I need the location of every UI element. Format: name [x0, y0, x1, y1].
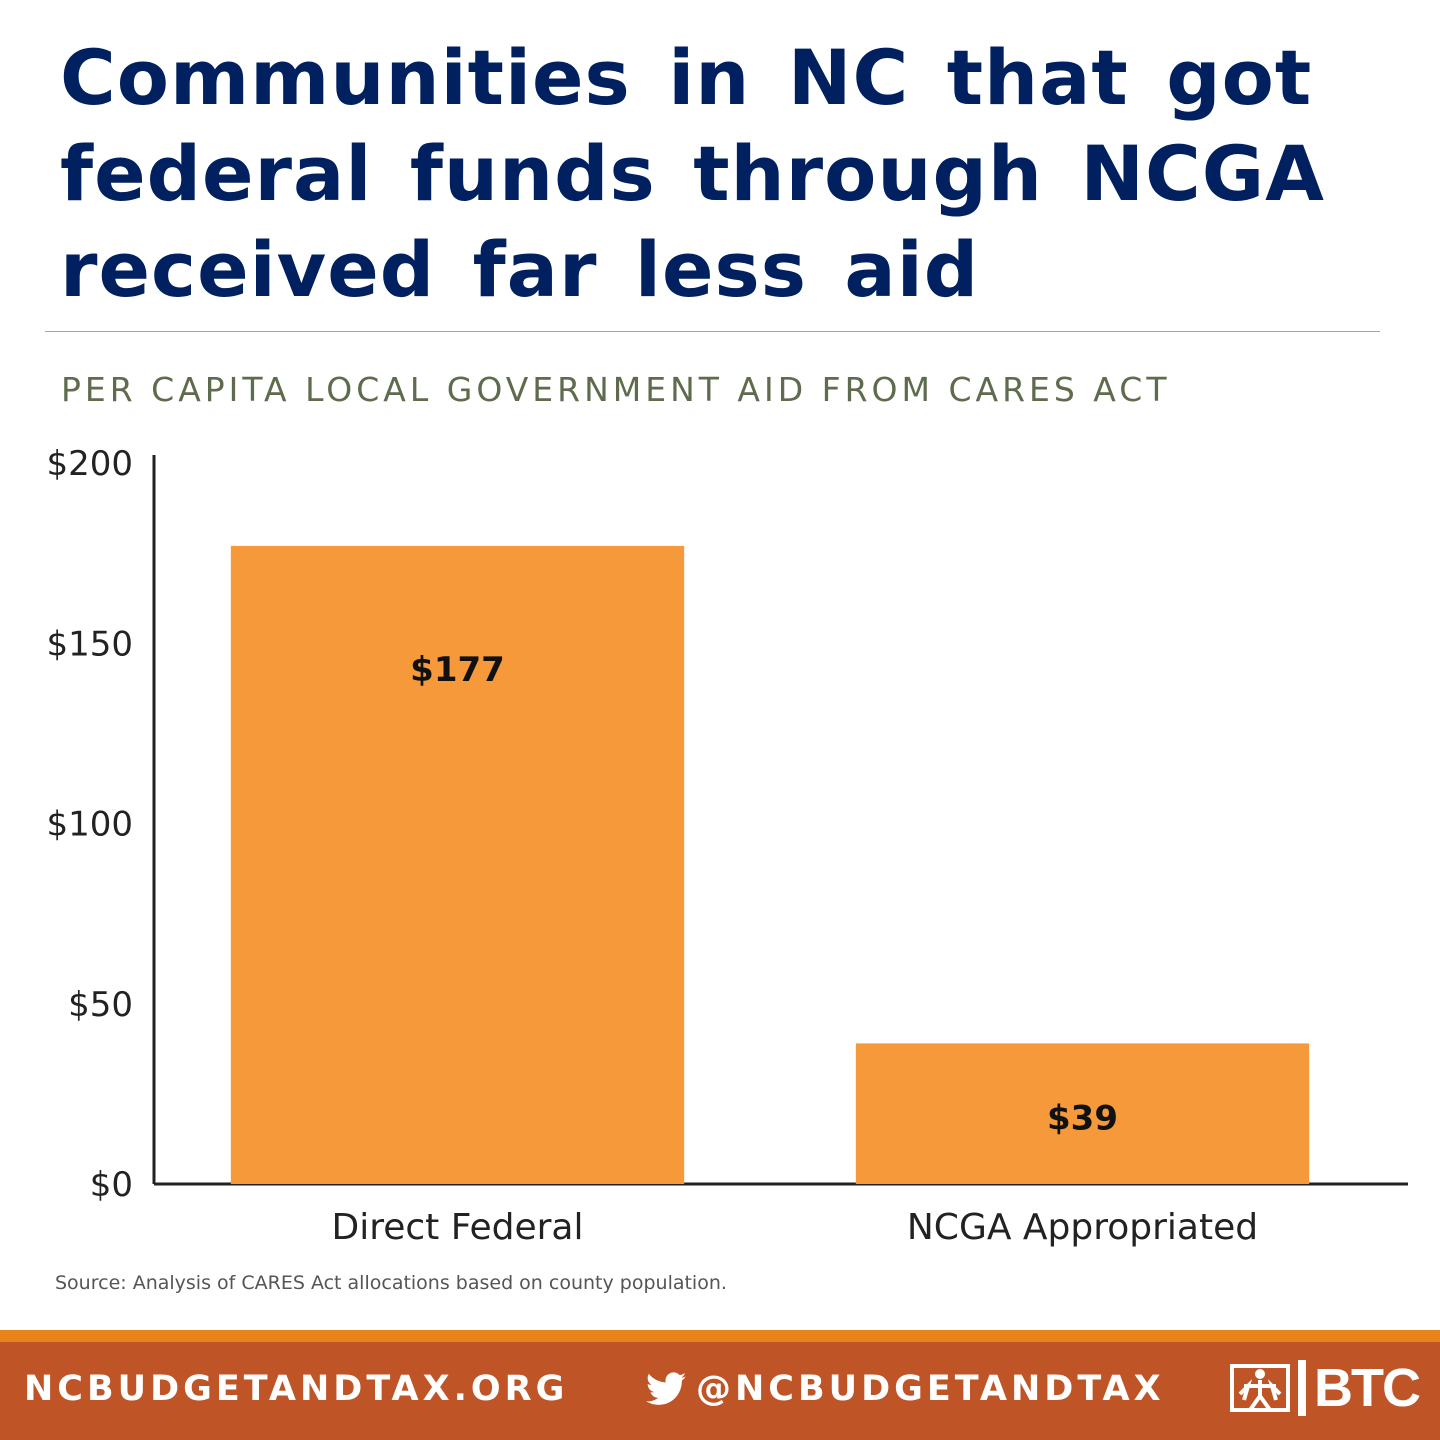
twitter-handle: @NCBUDGETANDTAX [696, 1369, 1165, 1409]
footer-bar [0, 1342, 1440, 1440]
logo-text: BTC [1314, 1358, 1421, 1418]
footer-twitter-link[interactable]: @NCBUDGETANDTAX [646, 1364, 1165, 1414]
y-tick-label: $200 [46, 444, 133, 484]
footer-accent-stripe [0, 1330, 1440, 1342]
y-tick-label: $100 [46, 805, 133, 845]
x-tick-label: Direct Federal [332, 1207, 584, 1248]
bar [230, 545, 685, 1184]
bar-chart: $0 $50 $100 $150 $200 $177 Direct Federal $39 NC… [46, 444, 1408, 1248]
bar [855, 1043, 1310, 1184]
y-tick-label: $50 [68, 985, 133, 1025]
logo-divider [1298, 1360, 1306, 1416]
footer-website-link[interactable]: NCBUDGETANDTAX.ORG [24, 1369, 569, 1409]
bar-value-label: $39 [1047, 1098, 1118, 1138]
y-tick-label: $150 [46, 624, 133, 664]
twitter-bird-icon [646, 1372, 686, 1405]
btc-logo: BTC [1230, 1358, 1421, 1418]
source-note: Source: Analysis of CARES Act allocation… [55, 1272, 727, 1294]
bar-value-label: $177 [410, 650, 505, 690]
chart-subtitle: PER CAPITA LOCAL GOVERNMENT AID FROM CAR… [61, 370, 1171, 409]
y-tick-label: $0 [90, 1165, 133, 1205]
page-title: Communities in NC that got federal funds… [60, 33, 1325, 314]
btc-figures-icon [1230, 1364, 1290, 1412]
title-divider [45, 331, 1380, 332]
x-tick-label: NCGA Appropriated [907, 1207, 1258, 1248]
